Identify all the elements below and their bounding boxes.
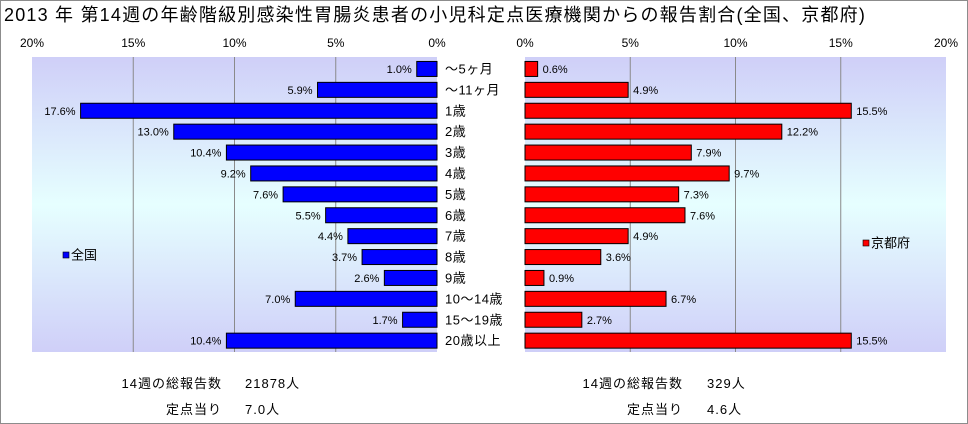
series-1-bar [524, 165, 730, 182]
series-0-data-label: 1.0% [387, 64, 412, 76]
series-0-bar [173, 123, 438, 140]
series-1-bar [524, 207, 686, 224]
series-1-data-label: 4.9% [633, 85, 658, 97]
per-site-label: 定点当り [626, 402, 683, 417]
series-1-legend-marker [862, 239, 870, 247]
series-1-bar [524, 60, 539, 77]
series-1-bar [524, 249, 602, 266]
series-0-data-label: 3.7% [332, 252, 357, 264]
series-1-bar [524, 186, 680, 203]
series-0-x-tick-label: 10% [222, 36, 246, 50]
series-0-data-label: 7.0% [265, 294, 290, 306]
category-label: 9歳 [445, 270, 466, 285]
series-0-legend-label: 全国 [71, 248, 97, 263]
series-0-data-label: 9.2% [221, 168, 246, 180]
series-0-bar [294, 290, 438, 307]
series-1-bar [524, 332, 852, 349]
series-0-data-label: 17.6% [44, 106, 75, 118]
series-0-data-label: 1.7% [372, 315, 397, 327]
series-0-data-label: 7.6% [253, 189, 278, 201]
series-1-data-label: 15.5% [856, 336, 887, 348]
series-0-data-label: 2.6% [354, 273, 379, 285]
series-1-data-label: 0.9% [549, 273, 574, 285]
series-1-bar [524, 290, 667, 307]
series-1-bar [524, 144, 692, 161]
series-0-bar [282, 186, 438, 203]
series-1-data-label: 7.9% [696, 148, 721, 160]
series-0-legend-marker [62, 251, 70, 259]
per-site-value: 7.0人 [245, 402, 281, 417]
chart-title: 2013 年 第14週の年齢階級別感染性胃腸炎患者の小児科定点医療機関からの報告… [4, 5, 867, 25]
series-1-data-label: 15.5% [856, 106, 887, 118]
category-label: 15～19歳 [445, 312, 503, 327]
series-0-bar [416, 60, 438, 77]
category-label: 2歳 [445, 124, 466, 139]
series-0-bar [361, 249, 438, 266]
series-0-data-label: 4.4% [318, 231, 343, 243]
series-1-bar [524, 81, 629, 98]
series-1-data-label: 6.7% [671, 294, 696, 306]
series-1-bar [524, 123, 783, 140]
series-1-data-label: 9.7% [734, 168, 759, 180]
series-0-data-label: 13.0% [138, 127, 169, 139]
category-label: 5歳 [445, 187, 466, 202]
series-0-data-label: 5.5% [296, 210, 321, 222]
series-0-bar [317, 81, 438, 98]
series-0-bar [80, 102, 438, 119]
series-1-x-tick-label: 20% [934, 36, 958, 50]
category-label: 4歳 [445, 166, 466, 181]
total-reports-value: 329人 [707, 376, 746, 391]
series-1-data-label: 0.6% [543, 64, 568, 76]
series-1-x-tick-label: 15% [829, 36, 853, 50]
series-0-bar [225, 144, 438, 161]
series-1-x-tick-label: 10% [723, 36, 747, 50]
series-1-x-tick-label: 5% [622, 36, 640, 50]
total-reports-label: 14週の総報告数 [582, 376, 683, 391]
series-0-bar [383, 269, 438, 286]
category-label: 6歳 [445, 208, 466, 223]
category-label: 20歳以上 [445, 333, 501, 348]
series-0-bar [347, 228, 438, 245]
series-0-data-label: 5.9% [287, 85, 312, 97]
series-1-data-label: 4.9% [633, 231, 658, 243]
series-0-bar [402, 311, 438, 328]
category-label: 3歳 [445, 145, 466, 160]
series-1-data-label: 3.6% [606, 252, 631, 264]
series-0-bar [225, 332, 438, 349]
per-site-label: 定点当り [165, 402, 222, 417]
series-1-data-label: 7.3% [684, 189, 709, 201]
category-label: 10～14歳 [445, 291, 503, 306]
series-0-x-tick-label: 5% [327, 36, 345, 50]
series-1-legend-label: 京都府 [871, 236, 910, 251]
category-label: 8歳 [445, 250, 466, 265]
series-1-bar [524, 102, 852, 119]
series-0-bar [250, 165, 438, 182]
total-reports-label: 14週の総報告数 [121, 376, 222, 391]
series-1-bar [524, 228, 629, 245]
series-0-x-tick-label: 15% [121, 36, 145, 50]
category-label: 7歳 [445, 229, 466, 244]
category-label: ～11ヶ月 [445, 82, 500, 97]
series-0-bar [325, 207, 438, 224]
category-label: ～5ヶ月 [445, 61, 493, 76]
chart-layer: 0%5%10%15%20%1.0%5.9%17.6%13.0%10.4%9.2%… [20, 36, 958, 352]
series-1-bar [524, 269, 545, 286]
series-0-data-label: 10.4% [190, 336, 221, 348]
series-0-x-tick-label: 20% [20, 36, 44, 50]
series-1-x-tick-label: 0% [516, 36, 534, 50]
total-reports-value: 21878人 [245, 376, 301, 391]
series-1-bar [524, 311, 583, 328]
series-0-data-label: 10.4% [190, 148, 221, 160]
series-0-x-tick-label: 0% [428, 36, 446, 50]
category-label: 1歳 [445, 103, 466, 118]
per-site-value: 4.6人 [707, 402, 743, 417]
series-1-data-label: 12.2% [787, 127, 818, 139]
series-1-data-label: 7.6% [690, 210, 715, 222]
series-1-data-label: 2.7% [587, 315, 612, 327]
